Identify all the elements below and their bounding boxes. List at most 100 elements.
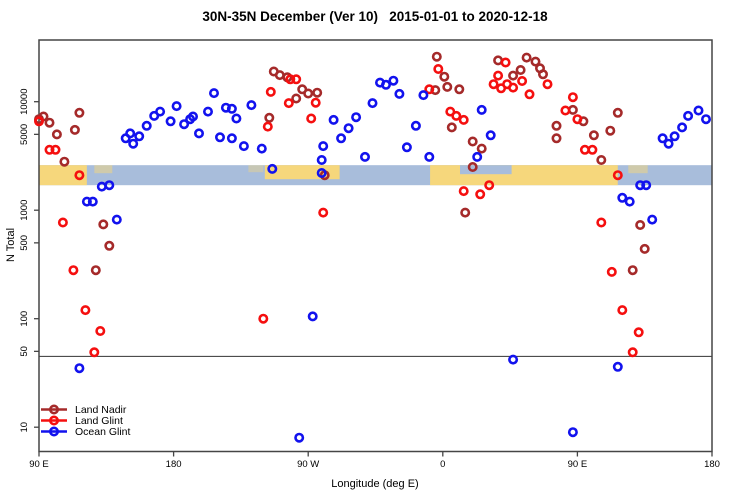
point-land-glint: [633, 327, 644, 338]
point-land-glint: [306, 113, 317, 124]
point-land-nadir: [521, 52, 532, 63]
point-land-glint: [68, 265, 79, 276]
data-points-layer: [33, 51, 711, 443]
y-tick-label: 10000: [19, 88, 30, 114]
point-land-nadir: [639, 243, 650, 254]
point-land-glint: [627, 347, 638, 358]
point-ocean-glint: [410, 120, 421, 131]
point-land-glint: [33, 116, 44, 127]
map-strip: [39, 165, 712, 186]
point-land-nadir: [442, 81, 453, 92]
point-ocean-glint: [700, 114, 711, 125]
point-land-nadir: [467, 136, 478, 147]
point-ocean-glint: [226, 103, 237, 114]
point-ocean-glint: [141, 120, 152, 131]
point-land-nadir: [439, 71, 450, 82]
point-ocean-glint: [612, 361, 623, 372]
point-ocean-glint: [394, 88, 405, 99]
point-ocean-glint: [104, 180, 115, 191]
plot-frame: [38, 39, 713, 453]
point-land-glint: [458, 186, 469, 197]
point-land-glint: [587, 144, 598, 155]
point-ocean-glint: [367, 98, 378, 109]
point-ocean-glint: [316, 155, 327, 166]
point-land-glint: [451, 110, 462, 121]
point-ocean-glint: [81, 196, 92, 207]
point-ocean-glint: [424, 151, 435, 162]
point-ocean-glint: [209, 88, 220, 99]
strip-land-segment: [94, 165, 113, 174]
point-land-nadir: [51, 129, 62, 140]
point-land-nadir: [588, 130, 599, 141]
point-land-glint: [74, 170, 85, 181]
x-axis-label: Longitude (deg E): [331, 478, 418, 490]
point-ocean-glint: [316, 168, 327, 179]
point-ocean-glint: [155, 106, 166, 117]
legend-label-ocean-glint: Ocean Glint: [75, 426, 131, 438]
point-land-glint: [291, 74, 302, 85]
point-ocean-glint: [256, 143, 267, 154]
x-tick-label: 180: [166, 459, 182, 470]
point-land-glint: [500, 57, 511, 68]
point-land-nadir: [467, 162, 478, 173]
point-land-glint: [524, 89, 535, 100]
point-land-nadir: [446, 122, 457, 133]
point-land-glint: [89, 347, 100, 358]
point-land-glint: [517, 76, 528, 87]
y-tick-label: 100: [19, 311, 30, 327]
point-ocean-glint: [635, 180, 646, 191]
point-land-glint: [508, 82, 519, 93]
point-ocean-glint: [203, 106, 214, 117]
point-land-nadir: [431, 51, 442, 62]
point-land-nadir: [104, 240, 115, 251]
point-land-glint: [44, 144, 55, 155]
point-land-glint: [458, 114, 469, 125]
point-ocean-glint: [693, 105, 704, 116]
point-ocean-glint: [96, 181, 107, 192]
point-ocean-glint: [351, 112, 362, 123]
point-ocean-glint: [677, 122, 688, 133]
point-land-nadir: [312, 87, 323, 98]
strip-land-segment: [248, 165, 264, 173]
point-ocean-glint: [134, 131, 145, 142]
point-ocean-glint: [246, 100, 257, 111]
point-land-glint: [50, 144, 61, 155]
point-land-glint: [617, 305, 628, 316]
point-land-nadir: [44, 117, 55, 128]
point-land-nadir: [508, 70, 519, 81]
point-ocean-glint: [87, 196, 98, 207]
point-ocean-glint: [663, 138, 674, 149]
point-ocean-glint: [328, 114, 339, 125]
point-ocean-glint: [472, 151, 483, 162]
point-land-glint: [258, 313, 269, 324]
y-tick-label: 5000: [19, 124, 30, 145]
point-land-glint: [285, 74, 296, 85]
point-land-nadir: [627, 265, 638, 276]
point-land-nadir: [90, 265, 101, 276]
point-land-glint: [265, 86, 276, 97]
point-ocean-glint: [318, 141, 329, 152]
point-ocean-glint: [336, 133, 347, 144]
point-land-nadir: [635, 220, 646, 231]
point-land-nadir: [59, 156, 70, 167]
point-land-glint: [80, 305, 91, 316]
point-land-nadir: [515, 65, 526, 76]
point-ocean-glint: [231, 113, 242, 124]
point-ocean-glint: [125, 128, 136, 139]
point-land-glint: [283, 98, 294, 109]
point-land-nadir: [476, 143, 487, 154]
point-land-nadir: [551, 133, 562, 144]
legend-label-land-nadir: Land Nadir: [75, 404, 127, 416]
point-land-glint: [57, 217, 68, 228]
point-ocean-glint: [238, 141, 249, 152]
x-tick-label: 90 E: [568, 459, 588, 470]
point-land-nadir: [98, 219, 109, 230]
point-land-nadir: [596, 155, 607, 166]
legend-marker-ocean-glint: [48, 426, 59, 437]
point-land-nadir: [74, 107, 85, 118]
point-ocean-glint: [359, 151, 370, 162]
point-ocean-glint: [508, 354, 519, 365]
point-ocean-glint: [171, 101, 182, 112]
